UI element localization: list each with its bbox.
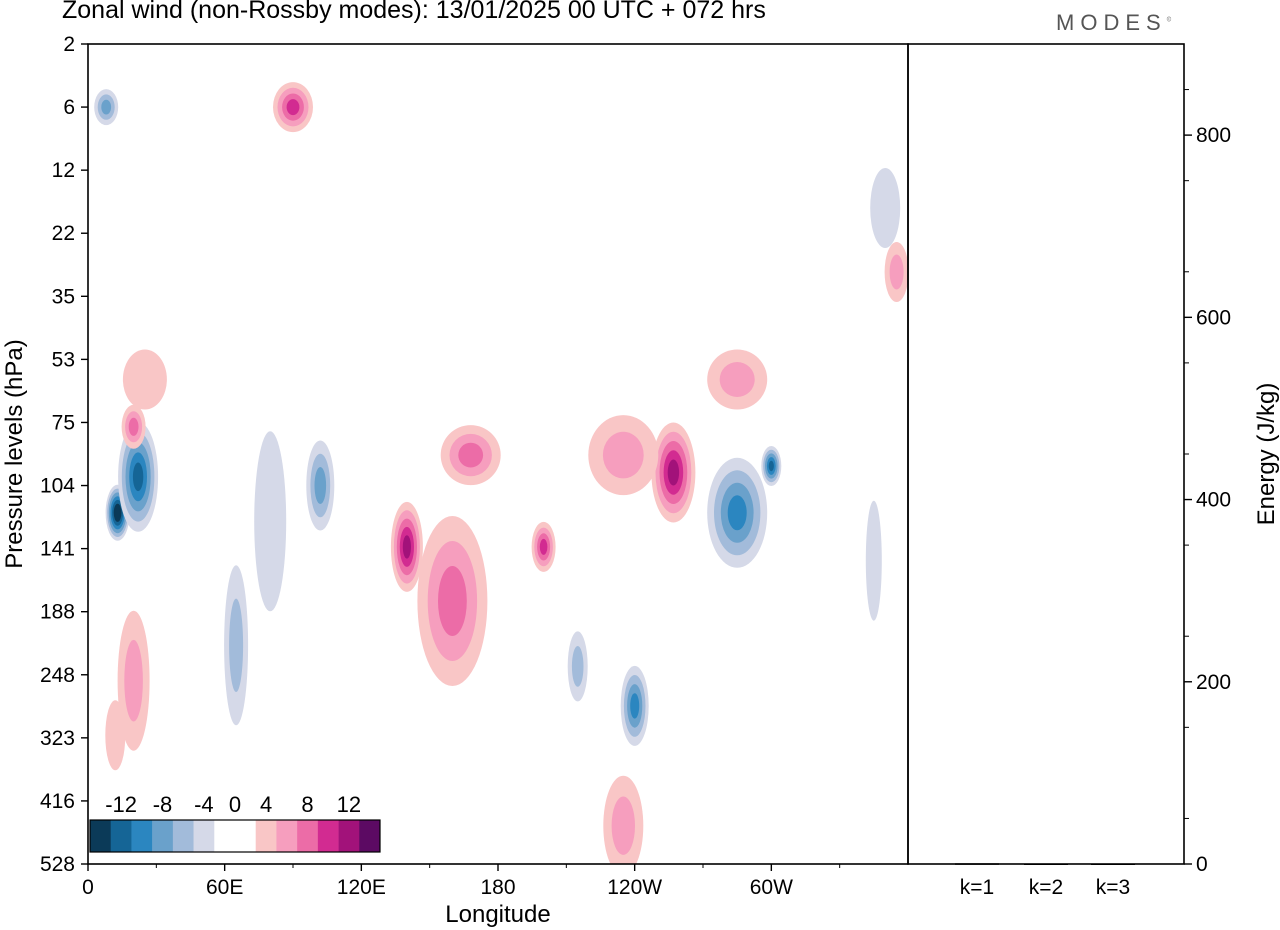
pressure-tick-label: 2 <box>63 33 75 56</box>
colorbar-label: -12 <box>105 792 137 817</box>
colorbar-swatch <box>255 820 277 852</box>
heatmap-features <box>94 82 908 864</box>
heatmap-cell-7-band-3 <box>101 99 112 115</box>
energy-tick-label: 400 <box>1196 489 1231 512</box>
colorbar-swatch <box>317 820 339 852</box>
heatmap-cell-21-band-2 <box>719 362 755 397</box>
pressure-tick-label: 12 <box>52 159 75 182</box>
heatmap-cell-11-band-5 <box>402 535 411 559</box>
heatmap-cell-0-band-7 <box>115 507 120 519</box>
colorbar-swatch <box>131 820 153 852</box>
pressure-tick-label: 53 <box>52 348 75 371</box>
longitude-tick-label: 120E <box>337 876 386 899</box>
longitude-tick-label: 180 <box>480 876 515 899</box>
colorbar-label: -8 <box>153 792 173 817</box>
heatmap-cell-23-band-2 <box>889 254 904 290</box>
pressure-axis-title: Pressure levels (hPa) <box>1 339 28 568</box>
heatmap-cell-4-band-2 <box>124 639 143 722</box>
energy-tick-label: 0 <box>1196 853 1208 876</box>
pressure-tick-label: 141 <box>40 538 75 561</box>
heatmap-cell-25-band-1 <box>865 500 882 621</box>
colorbar-swatch <box>110 820 132 852</box>
colorbar: -12 -8 -4 0 4 8 12 <box>89 792 381 853</box>
energy-bar <box>1091 863 1135 865</box>
colorbar-swatch <box>214 820 236 852</box>
colorbar-frame <box>89 819 381 853</box>
heatmap-cell-2-band-3 <box>128 417 139 436</box>
heatmap-cell-20-band-2 <box>571 646 584 687</box>
colorbar-swatch <box>359 820 381 852</box>
colorbar-swatch <box>338 820 360 852</box>
colorbar-swatch <box>235 820 257 852</box>
pressure-tick-label: 22 <box>52 222 75 245</box>
colorbar-label: 8 <box>301 792 313 817</box>
energy-bars: k=1 k=2 k=3 <box>955 863 1135 899</box>
heatmap-cell-12-band-3 <box>438 566 467 636</box>
colorbar-swatch <box>90 820 112 852</box>
colorbar-swatch <box>172 820 194 852</box>
heatmap-cell-10-band-1 <box>254 431 287 612</box>
energy-category-label: k=2 <box>1029 876 1063 899</box>
colorbar-label: 4 <box>260 792 272 817</box>
colorbar-swatch <box>152 820 174 852</box>
pressure-tick-label: 248 <box>40 664 75 687</box>
pressure-tick-label: 75 <box>52 411 75 434</box>
heatmap-cell-14-band-4 <box>539 538 548 555</box>
colorbar-swatch <box>193 820 215 852</box>
heatmap-cell-17-band-4 <box>727 495 747 531</box>
heatmap-cell-19-band-4 <box>630 693 640 719</box>
chart-title: Zonal wind (non-Rossby modes): 13/01/202… <box>62 0 766 24</box>
heatmap-cell-15-band-5 <box>667 459 680 486</box>
pressure-tick-label: 6 <box>63 96 75 119</box>
longitude-tick-label: 60W <box>750 876 793 899</box>
energy-tick-label: 600 <box>1196 306 1231 329</box>
longitude-axis-title: Longitude <box>445 901 550 928</box>
longitude-tick-label: 0 <box>82 876 94 899</box>
longitude-tick-label: 60E <box>206 876 243 899</box>
energy-axis-title: Energy (J/kg) <box>1253 383 1280 526</box>
pressure-axis: 2 6 12 22 35 53 75 104 141 188 248 323 416 528 <box>40 33 88 876</box>
pressure-tick-label: 528 <box>40 853 75 876</box>
heatmap-cell-6-band-4 <box>286 99 300 116</box>
energy-tick-label: 200 <box>1196 671 1231 694</box>
modes-logo: MODES© <box>1056 10 1172 35</box>
pressure-tick-label: 416 <box>40 790 75 813</box>
energy-panel-frame <box>907 43 1185 865</box>
energy-category-label: k=3 <box>1096 876 1130 899</box>
heatmap-cell-18-band-5 <box>768 460 774 472</box>
colorbar-label: -4 <box>194 792 214 817</box>
heatmap-cell-5-band-1 <box>105 700 126 771</box>
pressure-tick-label: 188 <box>40 601 75 624</box>
colorbar-label: 12 <box>337 792 361 817</box>
pressure-tick-label: 323 <box>40 727 75 750</box>
energy-category-label: k=1 <box>960 876 994 899</box>
heatmap-cell-9-band-3 <box>314 467 327 504</box>
heatmap-cell-8-band-2 <box>229 598 244 692</box>
colorbar-label: 0 <box>229 792 241 817</box>
heatmap-cell-13-band-3 <box>458 442 484 468</box>
energy-bar <box>955 863 999 865</box>
heatmap-cell-22-band-1 <box>870 168 901 248</box>
energy-tick-label: 800 <box>1196 124 1231 147</box>
heatmap-cell-3-band-1 <box>122 349 167 410</box>
longitude-tick-label: 120W <box>607 876 662 899</box>
heatmap-cell-24-band-2 <box>611 796 635 855</box>
pressure-tick-label: 104 <box>40 475 75 498</box>
longitude-axis: 0 60E 120E 180 120W 60W <box>82 864 841 899</box>
heatmap-cell-16-band-2 <box>602 431 644 479</box>
colorbar-swatch <box>276 820 298 852</box>
heatmap-cell-1-band-5 <box>132 462 144 492</box>
pressure-tick-label: 35 <box>52 285 75 308</box>
colorbar-swatch <box>297 820 319 852</box>
energy-axis: 0 200 400 600 800 <box>1184 89 1231 876</box>
energy-bar <box>1024 863 1068 865</box>
